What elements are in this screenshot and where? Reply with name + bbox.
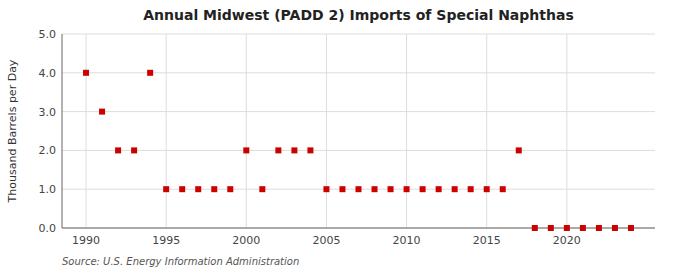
y-tick-label: 2.0 [39, 144, 57, 157]
x-tick-label: 2000 [232, 234, 260, 247]
point [372, 186, 378, 192]
point [163, 186, 169, 192]
title: Annual Midwest (PADD 2) Imports of Speci… [143, 7, 574, 23]
x-tick-label: 2010 [393, 234, 421, 247]
point [580, 225, 586, 231]
point [452, 186, 458, 192]
point [307, 147, 313, 153]
x-tick-label: 2015 [473, 234, 501, 247]
x-tick-label: 1995 [152, 234, 180, 247]
x-grid-line [486, 34, 487, 228]
point [564, 225, 570, 231]
y-tick-label: 1.0 [39, 183, 57, 196]
point [548, 225, 554, 231]
y-grid-line [62, 150, 655, 151]
point [420, 186, 426, 192]
source-note: Source: U.S. Energy Information Administ… [62, 256, 299, 267]
x-grid-line [86, 34, 87, 228]
point [323, 186, 329, 192]
x-tick-label: 2005 [312, 234, 340, 247]
y-grid-line [62, 111, 655, 112]
point [484, 186, 490, 192]
point [115, 147, 121, 153]
point [436, 186, 442, 192]
point [404, 186, 410, 192]
x-grid-line [566, 34, 567, 228]
point [500, 186, 506, 192]
y-axis-line [62, 34, 63, 228]
point [227, 186, 233, 192]
x-grid-line [406, 34, 407, 228]
point [147, 70, 153, 76]
x-tick-label: 2020 [553, 234, 581, 247]
y-grid-line [62, 34, 655, 35]
point [516, 147, 522, 153]
x-tick-label: 1990 [72, 234, 100, 247]
point [612, 225, 618, 231]
point [275, 147, 281, 153]
y-tick-label: 3.0 [39, 106, 57, 119]
point [596, 225, 602, 231]
y-tick-label: 5.0 [39, 28, 57, 41]
grid [62, 34, 655, 228]
point [211, 186, 217, 192]
point [291, 147, 297, 153]
point [532, 225, 538, 231]
point [179, 186, 185, 192]
point [339, 186, 345, 192]
point [259, 186, 265, 192]
x-grid-line [166, 34, 167, 228]
point [83, 70, 89, 76]
point [131, 147, 137, 153]
chart: 0.0 1.0 2.0 3.0 4.0 5.0 1990 1995 2000 2005 2010 20… [0, 0, 675, 275]
y-tick-label: 4.0 [39, 67, 57, 80]
x-grid-line [246, 34, 247, 228]
y-tick-label: 0.0 [39, 222, 57, 235]
point [243, 147, 249, 153]
point [388, 186, 394, 192]
points [83, 70, 634, 231]
y-axis-label: Thousand Barrels per Day [6, 59, 19, 203]
point [356, 186, 362, 192]
point [99, 109, 105, 115]
x-grid-line [326, 34, 327, 228]
point [468, 186, 474, 192]
point [195, 186, 201, 192]
point [628, 225, 634, 231]
